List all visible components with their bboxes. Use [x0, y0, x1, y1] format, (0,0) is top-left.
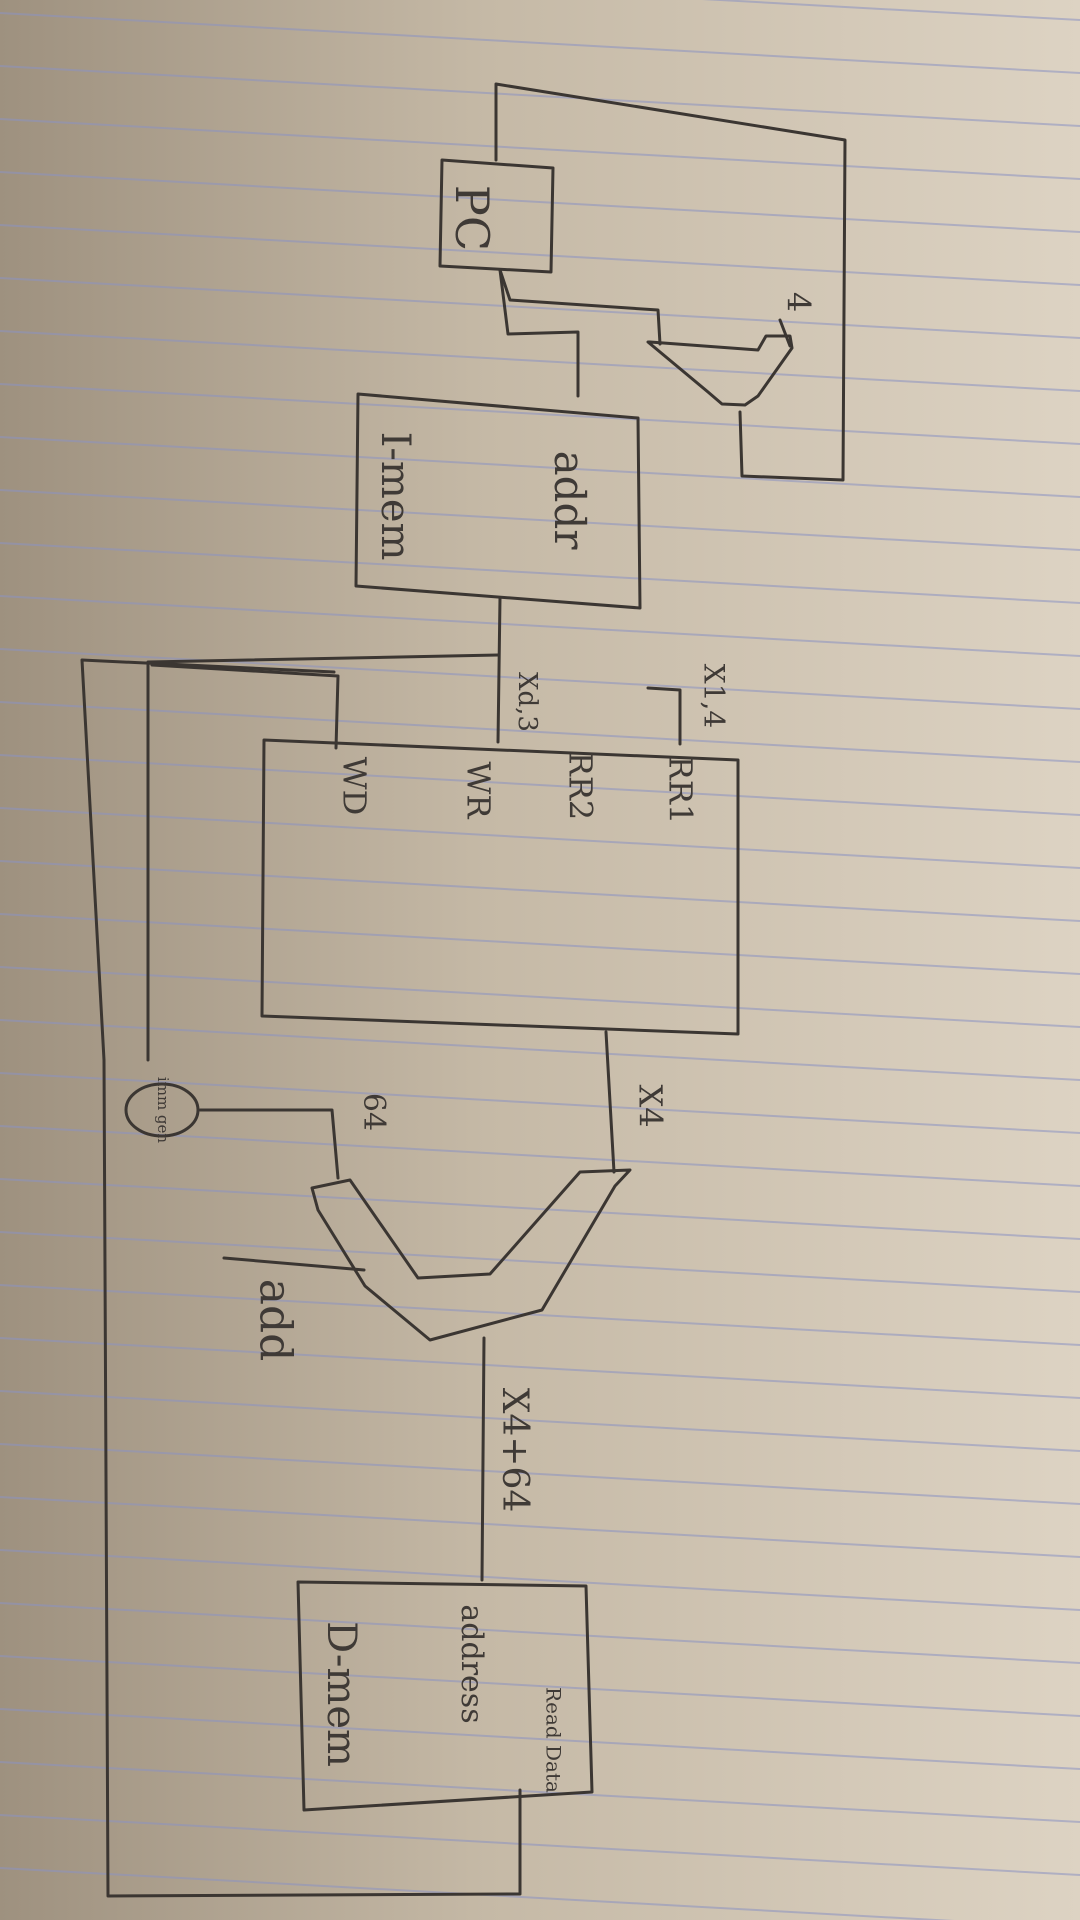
imem-addr-label: addr	[545, 451, 594, 551]
alu-op-label: add	[250, 1279, 301, 1362]
pc-adder	[646, 334, 794, 407]
imm-gen-label: imm gen	[154, 1077, 172, 1143]
ruled-line	[0, 1549, 1080, 1611]
writeback-wire	[80, 658, 522, 1898]
imem-to-rr2-wire	[496, 596, 502, 744]
ruled-line	[0, 1125, 1080, 1187]
ruled-line	[0, 65, 1080, 127]
ruled-line	[0, 1761, 1080, 1823]
rf-port-wd: WD	[336, 757, 374, 816]
alu-op-wire	[222, 1256, 366, 1272]
pc-to-imem-wire	[498, 268, 580, 398]
alu-input-64-label: 64	[356, 1093, 391, 1131]
wr-branch-wire	[150, 663, 340, 750]
ruled-line	[0, 860, 1080, 922]
ruled-line	[0, 1602, 1080, 1664]
ruled-line	[0, 489, 1080, 551]
ruled-line	[0, 1655, 1080, 1717]
ruled-line	[0, 330, 1080, 392]
pc-adder-const-wire	[778, 318, 792, 348]
ruled-line	[0, 383, 1080, 445]
rf-to-alu-wire	[604, 1030, 616, 1174]
ruled-line	[0, 1443, 1080, 1505]
rf-port-rr2: RR2	[562, 752, 600, 821]
ruled-line	[0, 12, 1080, 74]
immgen-to-alu-wire	[198, 1108, 340, 1180]
ruled-line	[0, 436, 1080, 498]
ruled-line	[0, 542, 1080, 604]
ruled-line	[0, 648, 1080, 710]
ruled-line	[0, 1019, 1080, 1081]
ruled-line	[0, 966, 1080, 1028]
rf-output-label: X4	[632, 1084, 670, 1127]
pc-register	[438, 158, 555, 274]
ruled-line	[0, 1390, 1080, 1452]
rf-port-wr: WR	[460, 762, 498, 820]
circuit-drawing	[80, 82, 847, 1898]
ruled-line	[0, 807, 1080, 869]
alu	[310, 1168, 632, 1342]
ruled-line	[0, 1178, 1080, 1240]
alu-to-dmem-wire	[480, 1336, 486, 1582]
ruled-line	[0, 1284, 1080, 1346]
imm-gen-ellipse	[124, 1082, 200, 1138]
ruled-line	[0, 1072, 1080, 1134]
ruled-line	[0, 595, 1080, 657]
rs1-field-wire	[646, 686, 682, 746]
rs1-field-label: X1,4	[698, 664, 731, 728]
pc-label: PC	[445, 185, 499, 251]
ruled-line	[0, 701, 1080, 763]
rf-port-rr1: RR1	[662, 756, 700, 825]
dmem-address-label: address	[454, 1604, 489, 1723]
ruled-line	[0, 1708, 1080, 1770]
dmem-name-label: D-mem	[318, 1621, 364, 1767]
pc-feedback-wire	[494, 82, 847, 482]
ruled-line	[701, 0, 1080, 21]
ruled-line	[0, 1231, 1080, 1293]
alu-result-label: X4+64	[494, 1388, 535, 1513]
ruled-line	[0, 1496, 1080, 1558]
ruled-line	[0, 1867, 955, 1920]
ruled-line	[0, 171, 1080, 233]
rd-field-label: Xd,3	[512, 672, 542, 732]
dmem-readdata-label: Read Data	[542, 1687, 566, 1793]
imem-name-label: I-mem	[372, 432, 418, 561]
ruled-line	[0, 1337, 1080, 1399]
dmem-box	[296, 1580, 594, 1812]
pc-adder-const-label: 4	[780, 292, 818, 312]
imem-box	[354, 392, 642, 610]
pc-to-adder-wire	[498, 268, 662, 346]
ruled-line	[0, 754, 1080, 816]
register-file	[260, 738, 740, 1036]
ruled-line	[0, 1814, 1080, 1876]
ruled-line	[0, 277, 1080, 339]
ruled-line	[0, 118, 1080, 180]
ruled-line	[0, 224, 1080, 286]
ruled-line	[0, 913, 1080, 975]
